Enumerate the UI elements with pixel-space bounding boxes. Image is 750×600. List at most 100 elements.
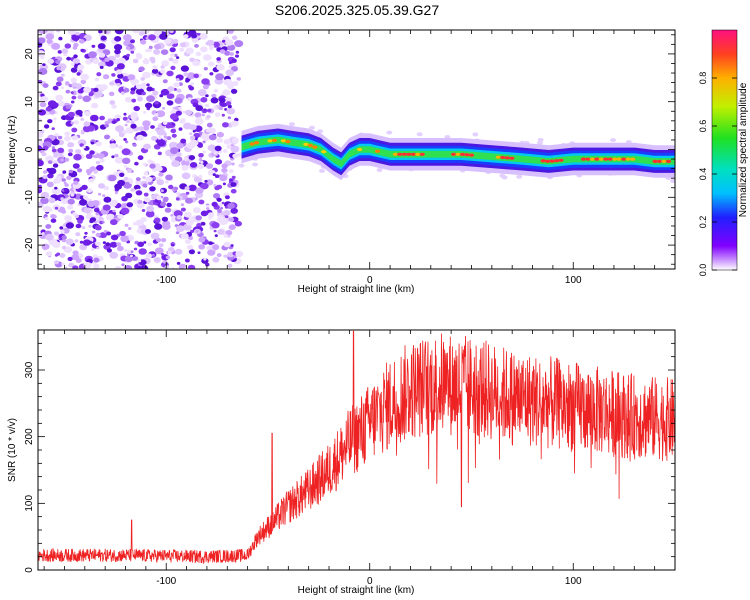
ridge-hotspot <box>585 157 591 161</box>
noise-blob <box>138 126 145 132</box>
noise-blob <box>130 39 135 44</box>
ridge-hotspot <box>558 158 564 162</box>
noise-blob <box>141 82 147 87</box>
noise-blob <box>44 217 49 221</box>
noise-blob <box>183 122 192 130</box>
noise-blob <box>171 217 177 223</box>
noise-blob <box>38 41 43 48</box>
noise-blob <box>212 244 220 251</box>
noise-blob <box>116 63 125 70</box>
noise-blob <box>152 116 159 122</box>
noise-blob <box>70 121 75 125</box>
noise-blob <box>47 58 54 64</box>
noise-blob <box>185 79 190 83</box>
noise-blob <box>126 202 134 208</box>
colorbar-tick-label: 0.0 <box>698 264 708 277</box>
noise-blob <box>222 89 231 96</box>
noise-blob <box>114 30 124 35</box>
noise-blob <box>94 207 100 213</box>
noise-blob <box>71 34 80 41</box>
noise-blob <box>189 132 193 136</box>
noise-blob <box>55 81 62 87</box>
noise-blob <box>90 114 99 122</box>
faint-blob <box>610 138 617 143</box>
noise-blob <box>123 181 132 189</box>
noise-blob <box>114 157 124 164</box>
noise-blob <box>41 232 46 235</box>
noise-blob <box>73 120 79 125</box>
noise-blob <box>148 45 153 50</box>
noise-blob <box>201 222 206 226</box>
noise-blob <box>98 52 106 58</box>
noise-blob <box>39 96 49 103</box>
noise-blob <box>88 51 97 59</box>
noise-blob <box>114 78 121 84</box>
noise-blob <box>75 258 82 263</box>
noise-blob <box>197 163 205 169</box>
ridge-hotspot <box>580 157 587 161</box>
noise-blob <box>128 227 132 230</box>
noise-blob <box>217 229 225 235</box>
noise-blob <box>54 260 59 265</box>
noise-blob <box>133 79 140 84</box>
ridge-hotspot <box>612 157 618 161</box>
noise-blob <box>61 48 69 54</box>
noise-blob <box>119 230 126 237</box>
noise-blob <box>145 176 153 183</box>
noise-blob <box>110 219 118 226</box>
ridge-hotspot <box>254 141 260 145</box>
noise-blob <box>231 35 238 40</box>
noise-blob <box>200 97 208 103</box>
noise-blob <box>219 97 226 103</box>
noise-blob <box>65 222 74 229</box>
noise-blob <box>185 191 190 195</box>
noise-blob <box>228 224 236 230</box>
noise-blob <box>63 181 67 185</box>
noise-blob <box>45 224 52 229</box>
noise-blob <box>38 159 44 167</box>
noise-blob <box>173 186 179 191</box>
noise-blob <box>73 42 79 48</box>
noise-blob <box>136 202 145 209</box>
noise-blob <box>91 102 99 109</box>
noise-blob <box>46 168 51 172</box>
ridge-hotspot <box>397 152 403 156</box>
noise-blob <box>91 247 95 251</box>
noise-blob <box>129 180 134 184</box>
noise-blob <box>62 170 67 174</box>
noise-blob <box>215 73 225 81</box>
ridge-hotspot <box>616 157 622 161</box>
noise-blob <box>92 254 98 259</box>
noise-blob <box>101 221 105 224</box>
noise-blob <box>79 240 84 244</box>
noise-blob <box>82 195 89 200</box>
noise-blob <box>113 59 121 65</box>
noise-blob <box>176 152 182 157</box>
noise-blob <box>73 153 82 161</box>
noise-blob <box>185 109 193 116</box>
noise-blob <box>65 104 71 110</box>
noise-blob <box>95 232 101 237</box>
noise-blob <box>79 199 88 206</box>
noise-blob <box>179 47 185 52</box>
noise-blob <box>223 241 231 248</box>
noise-blob <box>97 43 106 50</box>
noise-blob <box>52 160 59 165</box>
noise-blob <box>148 181 153 185</box>
noise-blob <box>218 106 224 111</box>
noise-blob <box>206 128 211 133</box>
noise-blob <box>185 47 194 55</box>
noise-blob <box>89 217 97 223</box>
noise-blob <box>223 234 229 238</box>
noise-blob <box>198 199 205 205</box>
noise-blob <box>72 58 80 64</box>
noise-blob <box>198 237 206 243</box>
noise-blob <box>93 170 98 174</box>
noise-blob <box>195 105 203 112</box>
noise-blob <box>180 233 189 240</box>
noise-blob <box>151 68 159 74</box>
noise-blob <box>153 30 162 37</box>
noise-blob <box>135 177 141 182</box>
noise-blob <box>86 125 95 132</box>
